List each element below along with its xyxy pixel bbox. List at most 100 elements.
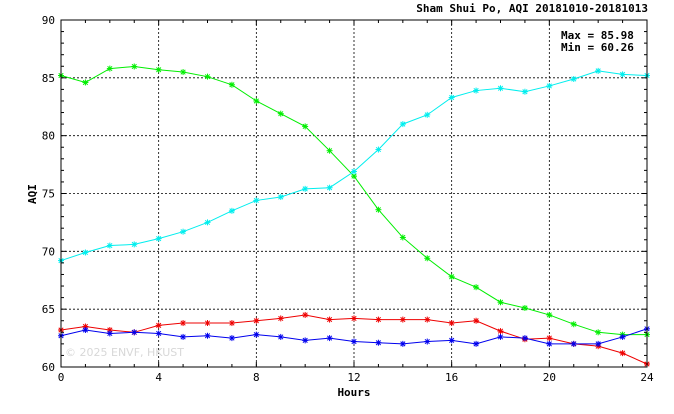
data-point bbox=[473, 340, 480, 347]
marker-stroke bbox=[156, 67, 162, 73]
marker-stroke bbox=[156, 322, 162, 328]
x-tick-label: 0 bbox=[58, 371, 65, 384]
data-point bbox=[106, 65, 113, 72]
data-point bbox=[375, 339, 382, 346]
data-point bbox=[351, 338, 357, 345]
marker-stroke bbox=[619, 350, 626, 356]
y-tick-label: 75 bbox=[42, 188, 55, 201]
data-point bbox=[228, 81, 235, 88]
x-axis-label: Hours bbox=[337, 386, 370, 399]
marker-stroke bbox=[253, 318, 259, 324]
data-point bbox=[497, 85, 504, 92]
marker-stroke bbox=[497, 85, 504, 91]
x-tick-label: 4 bbox=[155, 371, 162, 384]
data-point bbox=[204, 219, 211, 226]
data-point bbox=[228, 335, 235, 342]
marker-stroke bbox=[546, 335, 552, 341]
data-point bbox=[180, 69, 187, 76]
data-point bbox=[253, 197, 260, 204]
marker-stroke bbox=[473, 284, 479, 290]
data-point bbox=[546, 311, 553, 318]
data-point bbox=[424, 316, 431, 323]
max-stat: Max = 85.98 bbox=[561, 29, 634, 42]
marker-stroke bbox=[204, 333, 211, 339]
marker-stroke bbox=[595, 341, 601, 347]
data-point bbox=[497, 299, 504, 306]
data-point bbox=[546, 82, 553, 89]
marker-stroke bbox=[424, 316, 430, 323]
marker-stroke bbox=[253, 332, 259, 338]
marker-stroke bbox=[351, 173, 357, 179]
marker-stroke bbox=[400, 341, 406, 347]
data-point bbox=[399, 121, 406, 128]
marker-stroke bbox=[326, 316, 333, 323]
marker-stroke bbox=[302, 337, 308, 344]
data-point bbox=[595, 67, 602, 74]
marker-stroke bbox=[326, 148, 333, 154]
data-point bbox=[326, 184, 333, 191]
marker-stroke bbox=[131, 63, 137, 70]
marker-stroke bbox=[278, 315, 284, 322]
marker-stroke bbox=[253, 197, 259, 204]
data-point bbox=[351, 315, 357, 322]
data-point bbox=[82, 249, 89, 256]
x-tick-label: 8 bbox=[253, 371, 260, 384]
data-point bbox=[521, 305, 528, 312]
y-tick-label: 90 bbox=[42, 14, 55, 27]
marker-stroke bbox=[302, 186, 308, 192]
x-tick-label: 12 bbox=[347, 371, 360, 384]
marker-stroke bbox=[229, 335, 235, 341]
x-tick-label: 24 bbox=[640, 371, 654, 384]
marker-stroke bbox=[424, 112, 430, 118]
x-tick-label: 16 bbox=[445, 371, 458, 384]
marker-stroke bbox=[473, 87, 479, 94]
marker-stroke bbox=[546, 312, 552, 318]
data-point bbox=[204, 73, 211, 80]
series-4 bbox=[58, 325, 650, 347]
marker-stroke bbox=[449, 94, 455, 101]
data-point bbox=[595, 340, 602, 347]
marker-stroke bbox=[204, 74, 211, 80]
data-point bbox=[131, 241, 138, 248]
marker-stroke bbox=[180, 69, 186, 75]
data-point bbox=[106, 242, 113, 249]
marker-stroke bbox=[326, 185, 333, 191]
data-point bbox=[570, 321, 577, 328]
data-point bbox=[473, 317, 480, 324]
data-point bbox=[302, 123, 309, 130]
marker-stroke bbox=[156, 236, 162, 242]
marker-stroke bbox=[375, 340, 382, 346]
data-point bbox=[326, 147, 333, 154]
marker-stroke bbox=[375, 316, 382, 323]
data-point bbox=[82, 79, 89, 86]
data-point bbox=[302, 311, 309, 318]
data-point bbox=[253, 331, 260, 338]
marker-stroke bbox=[107, 330, 113, 337]
data-point bbox=[399, 234, 406, 241]
data-point bbox=[497, 328, 504, 335]
data-point bbox=[277, 193, 284, 200]
data-point bbox=[570, 75, 577, 82]
data-point bbox=[375, 146, 382, 153]
data-point bbox=[302, 185, 309, 192]
data-point bbox=[351, 168, 357, 175]
data-point bbox=[204, 320, 211, 327]
marker-stroke bbox=[619, 71, 626, 77]
marker-stroke bbox=[546, 83, 552, 89]
marker-stroke bbox=[131, 329, 137, 335]
marker-stroke bbox=[302, 312, 308, 318]
marker-stroke bbox=[595, 329, 601, 335]
data-point bbox=[277, 333, 284, 340]
marker-stroke bbox=[180, 320, 186, 326]
data-point bbox=[375, 206, 382, 213]
data-point bbox=[131, 329, 138, 336]
data-point bbox=[131, 63, 138, 70]
data-point bbox=[521, 335, 528, 342]
marker-stroke bbox=[473, 341, 479, 347]
marker-stroke bbox=[571, 76, 577, 82]
marker-stroke bbox=[229, 208, 235, 214]
data-point bbox=[155, 66, 162, 73]
marker-stroke bbox=[424, 338, 430, 345]
marker-stroke bbox=[204, 219, 211, 226]
data-point bbox=[546, 335, 553, 342]
